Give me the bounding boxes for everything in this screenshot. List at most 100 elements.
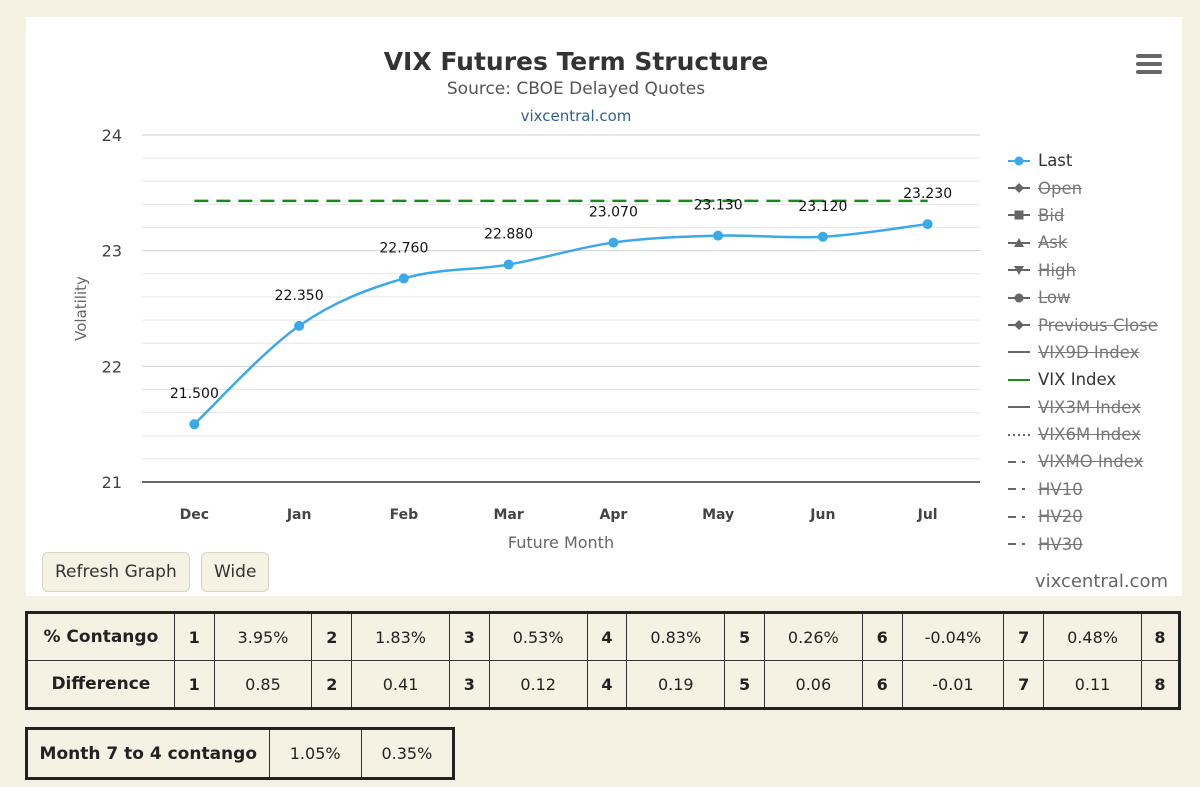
cell-value: -0.01 bbox=[901, 660, 1005, 709]
legend-item[interactable]: Ask bbox=[1008, 229, 1158, 256]
cell-value: 3.95% bbox=[213, 612, 313, 661]
contango-table: % Contango 1 3.95% 2 1.83% 3 0.53% 4 0.83% 5 0.26%… bbox=[25, 611, 1181, 710]
chart-title: VIX Futures Term Structure bbox=[383, 47, 769, 76]
data-label: 23.120 bbox=[798, 199, 847, 215]
legend-item[interactable]: HV10 bbox=[1008, 476, 1158, 503]
month-contango-value: 0.35% bbox=[360, 728, 455, 779]
month-index: 1 bbox=[173, 660, 215, 709]
data-label: 22.350 bbox=[275, 288, 324, 304]
month-index: 5 bbox=[724, 612, 765, 661]
data-label: 22.760 bbox=[379, 240, 428, 256]
month-index: 3 bbox=[448, 612, 490, 661]
chart-subtitle: Source: CBOE Delayed Quotes bbox=[446, 79, 706, 99]
cell-value: 0.06 bbox=[763, 660, 863, 709]
wide-button[interactable]: Wide bbox=[201, 552, 270, 592]
month-index: 3 bbox=[448, 660, 490, 709]
legend-item[interactable]: Low bbox=[1008, 284, 1158, 311]
cell-value: 0.11 bbox=[1043, 660, 1142, 709]
legend-label: Previous Close bbox=[1038, 315, 1158, 335]
month-index: 4 bbox=[586, 612, 628, 661]
contango-row: % Contango 1 3.95% 2 1.83% 3 0.53% 4 0.83% 5 0.26%… bbox=[26, 612, 1181, 661]
y-tick-label: 21 bbox=[102, 473, 122, 492]
x-tick-label: Jul bbox=[917, 507, 938, 523]
legend-item[interactable]: Open bbox=[1008, 174, 1158, 201]
chart-legend: Last Open Bid Ask High Low Previous Close VIX9D… bbox=[1008, 147, 1158, 558]
legend-label: Low bbox=[1038, 288, 1071, 308]
data-label: 23.070 bbox=[589, 205, 638, 221]
legend-label: Bid bbox=[1038, 205, 1065, 225]
legend-item[interactable]: VIX3M Index bbox=[1008, 394, 1158, 421]
legend-label: VIX6M Index bbox=[1038, 425, 1141, 445]
line-triangle-icon bbox=[1008, 236, 1030, 250]
hamburger-menu-icon[interactable] bbox=[1136, 54, 1162, 74]
legend-label: VIXMO Index bbox=[1038, 452, 1144, 472]
legend-item[interactable]: Previous Close bbox=[1008, 311, 1158, 338]
month-index: 6 bbox=[861, 660, 903, 709]
x-tick-label: Mar bbox=[493, 507, 523, 523]
legend-label: Open bbox=[1038, 178, 1083, 198]
refresh-graph-button[interactable]: Refresh Graph bbox=[42, 552, 190, 592]
data-label: 23.130 bbox=[694, 198, 743, 214]
chart-source-link[interactable]: vixcentral.com bbox=[520, 107, 632, 125]
legend-item[interactable]: VIX Index bbox=[1008, 366, 1158, 393]
legend-item[interactable]: Last bbox=[1008, 147, 1158, 174]
month-index: 2 bbox=[311, 612, 353, 661]
x-tick-label: Dec bbox=[180, 507, 209, 523]
cell-value: 0.53% bbox=[488, 612, 588, 661]
cell-value: 0.12 bbox=[488, 660, 588, 709]
y-tick-label: 23 bbox=[102, 242, 122, 261]
cell-value: 0.85 bbox=[213, 660, 313, 709]
month-contango-value: 1.05% bbox=[268, 728, 362, 779]
legend-label: Last bbox=[1038, 151, 1073, 171]
last-point bbox=[189, 419, 200, 430]
legend-label: HV20 bbox=[1038, 507, 1083, 527]
dashdot-icon bbox=[1008, 482, 1030, 496]
legend-item[interactable]: VIX9D Index bbox=[1008, 339, 1158, 366]
line-square-icon bbox=[1008, 208, 1030, 222]
dashdot-icon bbox=[1008, 455, 1030, 469]
legend-item[interactable]: Bid bbox=[1008, 202, 1158, 229]
x-axis-title: Future Month bbox=[508, 533, 614, 552]
line-dot-icon bbox=[1008, 154, 1030, 168]
line-triangle-down-icon bbox=[1008, 263, 1030, 277]
last-point bbox=[608, 237, 619, 248]
legend-item[interactable]: HV20 bbox=[1008, 503, 1158, 530]
last-point bbox=[294, 320, 305, 331]
line-dot-icon bbox=[1008, 291, 1030, 305]
month-index: 8 bbox=[1140, 612, 1181, 661]
legend-item[interactable]: VIX6M Index bbox=[1008, 421, 1158, 448]
data-label: 22.880 bbox=[484, 227, 533, 243]
last-point bbox=[398, 273, 409, 284]
month-index: 8 bbox=[1140, 660, 1181, 709]
legend-item[interactable]: High bbox=[1008, 257, 1158, 284]
y-tick-label: 22 bbox=[102, 357, 122, 376]
last-point bbox=[817, 231, 828, 242]
month-index: 1 bbox=[173, 612, 215, 661]
row-label: % Contango bbox=[26, 612, 175, 661]
dashdot-icon bbox=[1008, 537, 1030, 551]
chart-svg: 21 22 23 24 Dec Jan Feb Mar Apr May Jun Jul Future M… bbox=[72, 126, 980, 552]
legend-item[interactable]: VIXMO Index bbox=[1008, 448, 1158, 475]
y-tick-label: 24 bbox=[102, 126, 122, 145]
last-point bbox=[503, 259, 514, 270]
line-icon bbox=[1008, 373, 1030, 387]
x-tick-label: Jun bbox=[809, 507, 835, 523]
dotted-icon bbox=[1008, 428, 1030, 442]
cell-value: 0.83% bbox=[626, 612, 726, 661]
line-diamond-icon bbox=[1008, 181, 1030, 195]
y-axis-title: Volatility bbox=[72, 276, 90, 341]
legend-label: HV10 bbox=[1038, 479, 1083, 499]
x-tick-label: Feb bbox=[390, 507, 419, 523]
month-contango-table: Month 7 to 4 contango 1.05% 0.35% bbox=[25, 727, 455, 780]
cell-value: 0.48% bbox=[1043, 612, 1142, 661]
month-index: 7 bbox=[1003, 660, 1045, 709]
dashdot-icon bbox=[1008, 510, 1030, 524]
legend-item[interactable]: HV30 bbox=[1008, 530, 1158, 557]
legend-label: VIX Index bbox=[1038, 370, 1117, 390]
line-icon bbox=[1008, 400, 1030, 414]
month-index: 5 bbox=[724, 660, 765, 709]
legend-label: VIX9D Index bbox=[1038, 342, 1140, 362]
data-label: 23.230 bbox=[903, 186, 952, 202]
legend-label: VIX3M Index bbox=[1038, 397, 1141, 417]
legend-label: Ask bbox=[1038, 233, 1068, 253]
